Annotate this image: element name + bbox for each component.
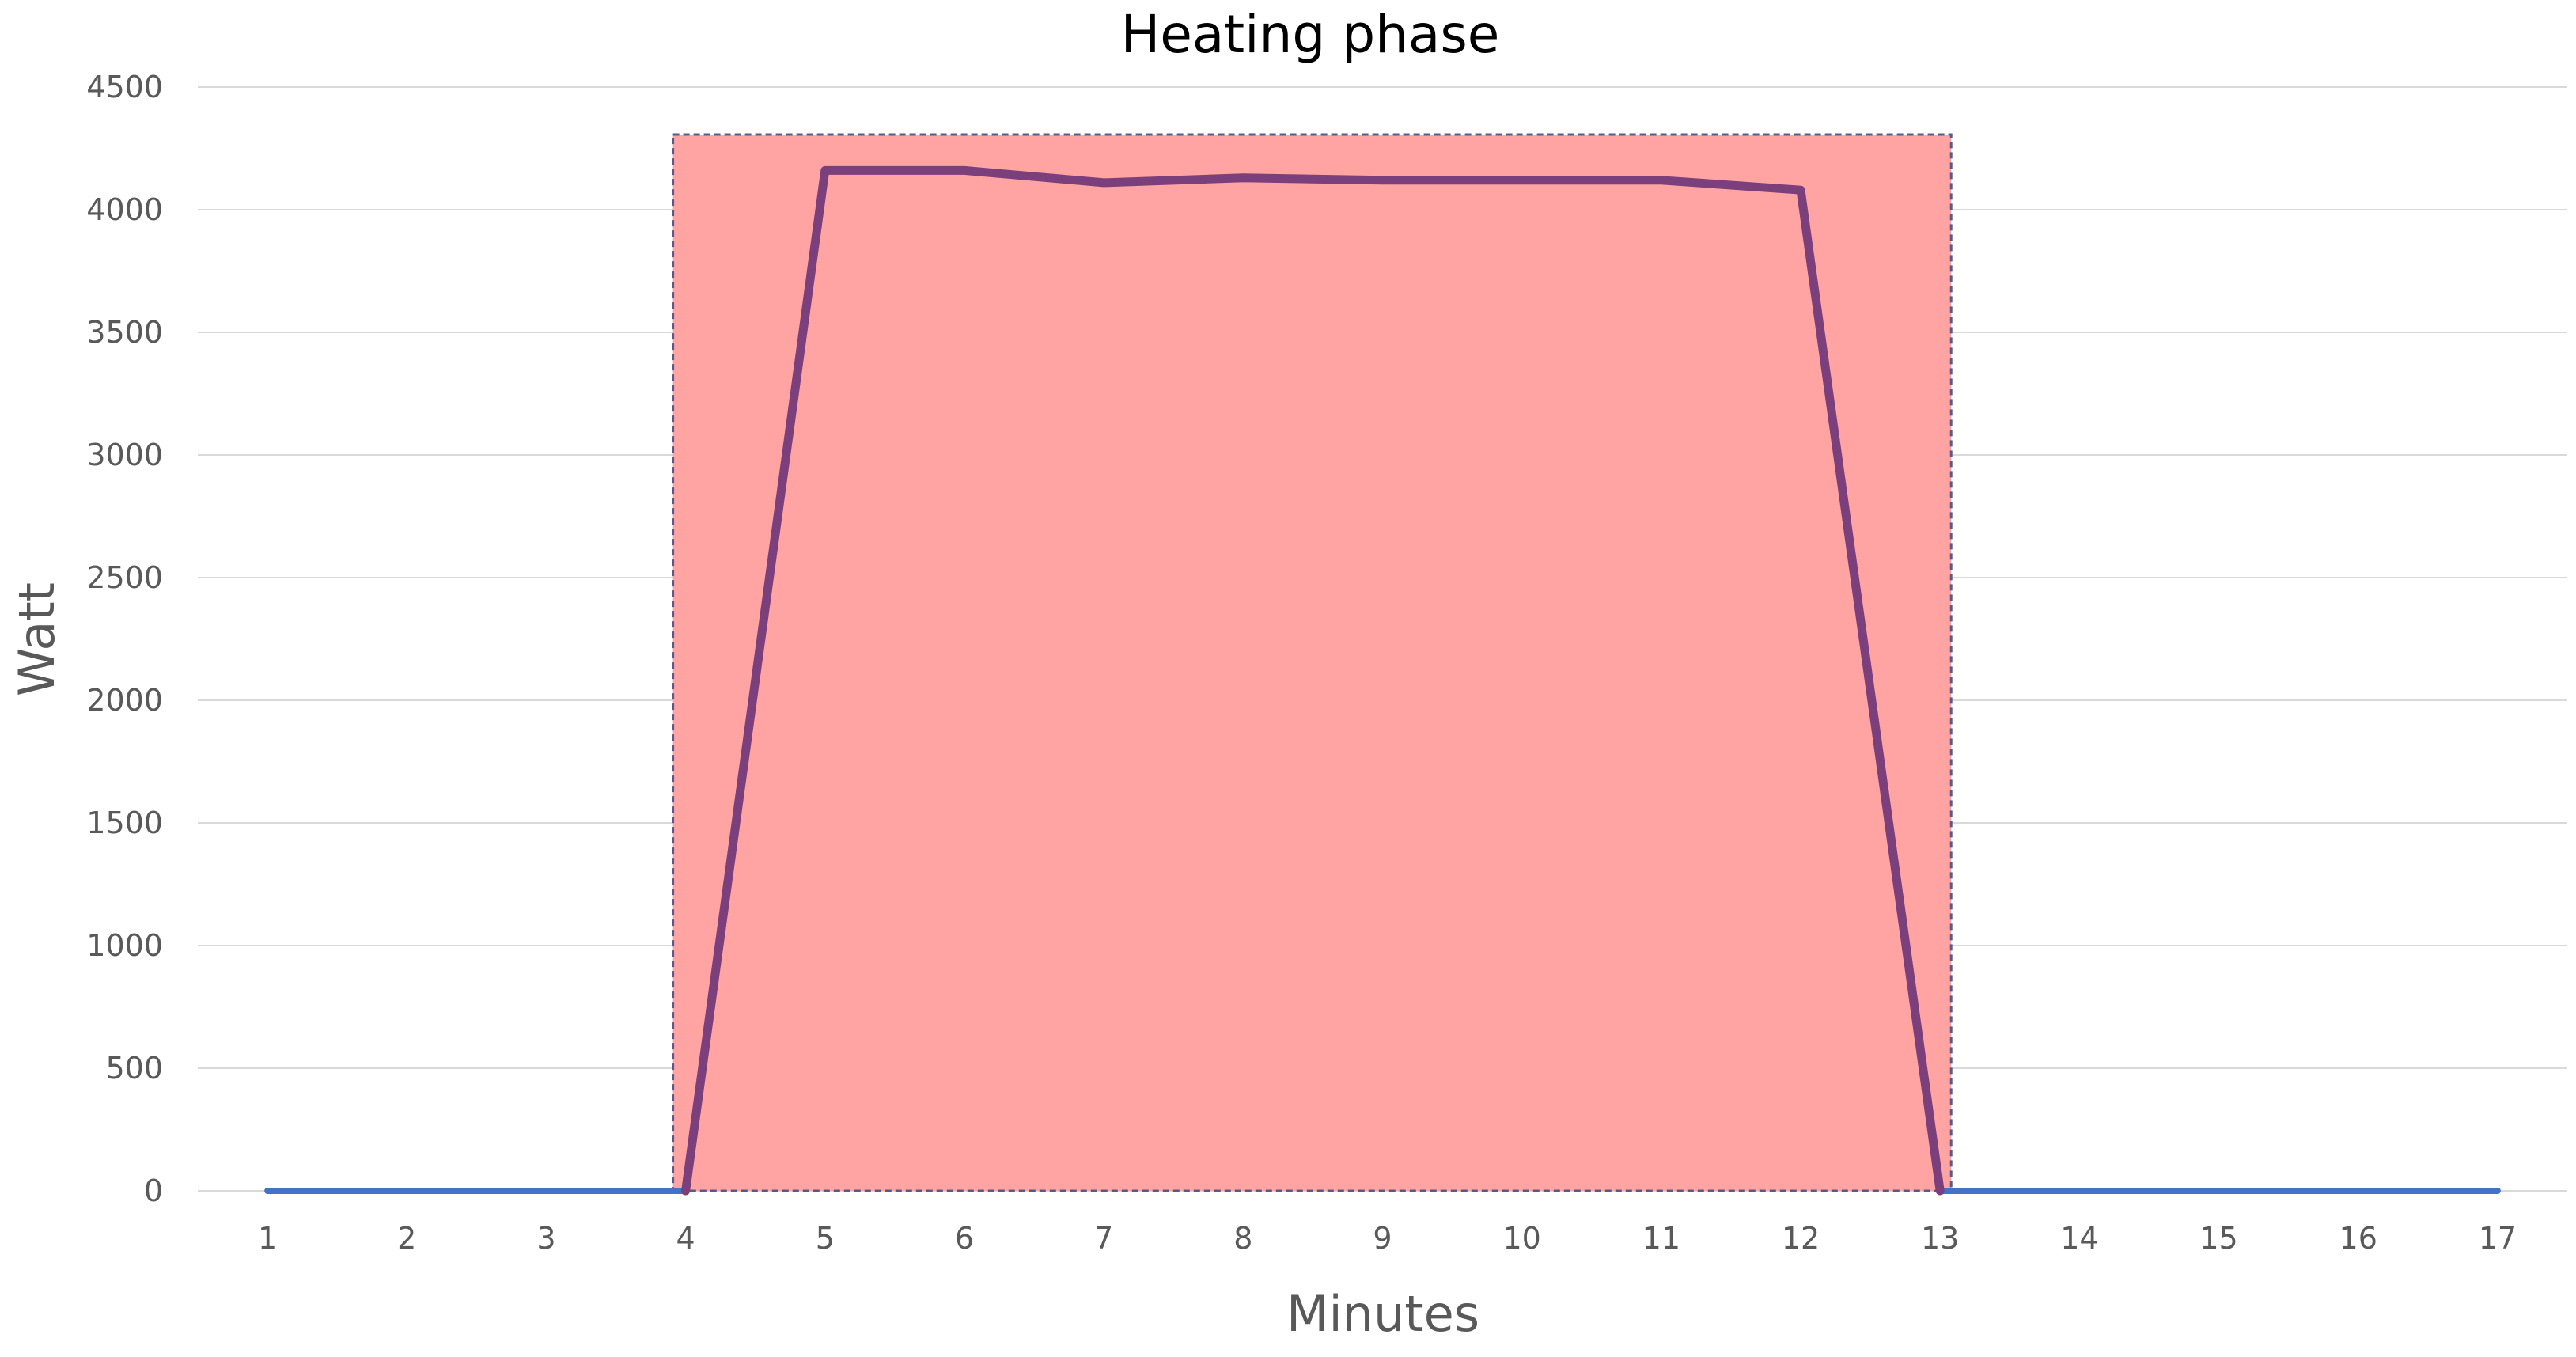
y-tick-label: 4500 (86, 70, 163, 104)
highlight-region (672, 133, 1953, 1192)
x-tick-label: 11 (1642, 1221, 1680, 1256)
x-axis-title: Minutes (1286, 1285, 1479, 1343)
y-tick-label: 1500 (86, 805, 163, 840)
series-lines (264, 165, 2501, 1196)
x-tick-label: 15 (2199, 1221, 2237, 1256)
x-tick-label: 8 (1233, 1221, 1252, 1256)
x-tick-label: 16 (2339, 1221, 2377, 1256)
x-tick-label: 3 (536, 1221, 555, 1256)
x-tick-label: 14 (2060, 1221, 2098, 1256)
y-tick-label: 1000 (86, 928, 163, 963)
chart-title: Heating phase (1121, 4, 1500, 65)
y-axis-title: Watt (8, 582, 66, 696)
y-tick-label: 3000 (86, 438, 163, 472)
y-tick-label: 0 (144, 1173, 163, 1208)
x-tick-label: 2 (397, 1221, 416, 1256)
x-tick-label: 7 (1094, 1221, 1113, 1256)
y-tick-label: 2000 (86, 683, 163, 718)
x-tick-label: 4 (676, 1221, 695, 1256)
y-tick-label: 4000 (86, 192, 163, 227)
x-tick-label: 5 (816, 1221, 835, 1256)
x-tick-label: 9 (1373, 1221, 1392, 1256)
x-tick-label: 10 (1502, 1221, 1540, 1256)
x-tick-label: 6 (955, 1221, 974, 1256)
series-2-line-segment-1 (681, 165, 1945, 1196)
x-tick-label: 13 (1921, 1221, 1959, 1256)
x-tick-label: 17 (2479, 1221, 2517, 1256)
x-tick-label: 12 (1782, 1221, 1820, 1256)
x-axis-tick-labels: 1 2 3 4 5 6 7 8 9 10 11 12 13 14 15 16 17 (258, 1221, 2517, 1256)
x-tick-label: 1 (258, 1221, 277, 1256)
y-tick-label: 500 (105, 1051, 163, 1086)
y-tick-label: 3500 (86, 315, 163, 350)
heating-region-box (672, 133, 1953, 1192)
y-tick-label: 2500 (86, 560, 163, 595)
y-axis-tick-labels: 0 500 1000 1500 2000 2500 3000 3500 4000 4500 (86, 70, 163, 1208)
